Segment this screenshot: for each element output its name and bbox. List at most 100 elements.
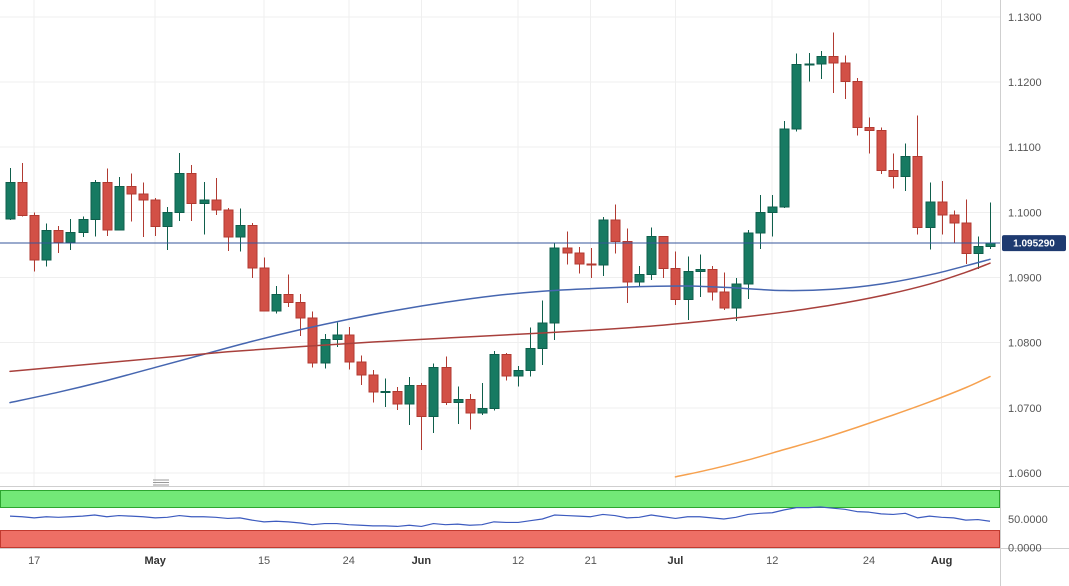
candle: [489, 351, 500, 411]
candle: [828, 32, 839, 94]
candle: [78, 216, 89, 238]
candle: [235, 208, 246, 252]
candle: [586, 248, 597, 279]
candle: [392, 386, 403, 410]
candle: [900, 143, 911, 191]
candle: [937, 181, 948, 235]
price-tick-label: 1.0700: [1008, 403, 1042, 415]
oversold-zone: [0, 529, 1000, 549]
price-tick-label: 1.1300: [1008, 12, 1042, 24]
candle: [102, 168, 113, 236]
candle: [416, 383, 427, 451]
time-tick-label: 12: [512, 555, 524, 567]
candle: [658, 235, 669, 279]
candle: [549, 243, 560, 341]
candle: [816, 50, 827, 79]
candle: [888, 153, 899, 189]
time-tick-label: Aug: [931, 555, 952, 567]
candle: [840, 55, 851, 100]
candle: [949, 210, 960, 244]
candle: [271, 285, 282, 314]
candle: [380, 378, 391, 408]
candle: [223, 207, 234, 251]
candle: [525, 327, 536, 377]
candle: [852, 78, 863, 136]
candle: [150, 198, 161, 236]
candle: [973, 236, 984, 270]
time-tick-label: 24: [863, 555, 875, 567]
candle: [441, 356, 452, 406]
candle: [912, 115, 923, 235]
time-tick-label: 21: [585, 555, 597, 567]
time-tick-label: 12: [766, 555, 778, 567]
candle: [356, 355, 367, 386]
price-tick-label: 1.0800: [1008, 338, 1042, 350]
price-tick-label: 1.0900: [1008, 273, 1042, 285]
candle: [404, 377, 415, 425]
candles-layer: [5, 32, 996, 451]
candle: [731, 278, 742, 322]
indicator-tick-label: 0.0000: [1008, 543, 1042, 555]
overbought-zone: [0, 490, 1000, 509]
candle: [65, 218, 76, 251]
candle: [961, 199, 972, 264]
time-tick-label: Jul: [667, 555, 683, 567]
price-axis: 1.1300 1.1200 1.1100 1.1000 1.0900 1.0800 1.07…: [1008, 12, 1048, 555]
candle: [307, 311, 318, 368]
candle: [634, 265, 645, 287]
candle: [5, 168, 16, 221]
candle: [199, 181, 210, 235]
candle: [755, 194, 766, 249]
candle: [622, 228, 633, 303]
candle: [126, 173, 137, 222]
indicator-bands: [0, 490, 1000, 549]
time-axis: 17 May 15 24 Jun 12 21 Jul 12 24 Aug: [28, 555, 952, 567]
candle: [211, 177, 222, 215]
current-price-badge-label: 1.095290: [1013, 239, 1055, 250]
candle: [719, 272, 730, 311]
price-tick-label: 1.1000: [1008, 207, 1042, 219]
candle: [174, 153, 185, 221]
candle: [876, 127, 887, 174]
candle: [864, 117, 875, 154]
candle: [985, 202, 996, 249]
candle: [368, 370, 379, 403]
candle: [53, 226, 64, 253]
candle: [513, 366, 524, 387]
candle: [767, 194, 778, 237]
candle: [162, 207, 173, 251]
candle: [465, 394, 476, 430]
candle: [41, 223, 52, 267]
candle: [332, 322, 343, 348]
candle: [501, 353, 512, 381]
candle: [562, 231, 573, 265]
price-tick-label: 1.1100: [1008, 142, 1041, 154]
time-tick-label: 17: [28, 555, 40, 567]
candle: [695, 254, 706, 298]
candle: [804, 52, 815, 82]
ma-blue-line: [9, 258, 991, 404]
candle: [90, 179, 101, 237]
time-tick-label: 15: [258, 555, 270, 567]
current-price-badge: 1.095290: [1002, 235, 1066, 252]
candle: [114, 177, 125, 231]
candle: [743, 229, 754, 300]
ma-orange-line: [674, 375, 991, 478]
time-tick-label: May: [144, 555, 166, 567]
candle: [925, 182, 936, 250]
candle: [610, 204, 621, 254]
panel-resize-handle-icon[interactable]: [153, 479, 169, 486]
candle: [598, 216, 609, 277]
candle: [683, 256, 694, 320]
candle: [17, 162, 28, 217]
indicator-tick-label: 50.0000: [1008, 514, 1048, 526]
candle: [707, 265, 718, 301]
candle: [29, 212, 40, 272]
candle: [670, 251, 681, 305]
candle: [428, 363, 439, 434]
time-tick-label: Jun: [412, 555, 432, 567]
candle: [283, 274, 294, 307]
